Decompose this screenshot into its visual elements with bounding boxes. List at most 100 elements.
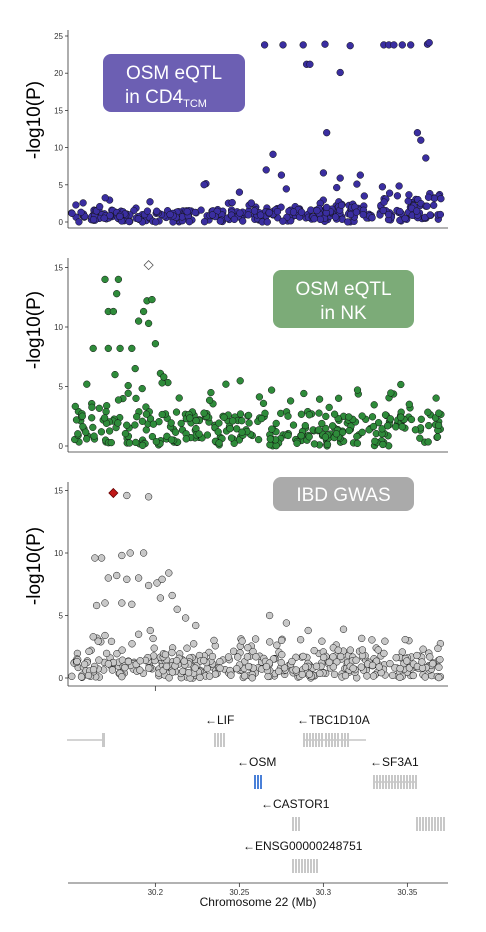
gene-exon <box>376 775 378 789</box>
snp-point <box>424 438 432 446</box>
snp-point <box>220 413 228 421</box>
data-point <box>89 344 97 353</box>
snp-point <box>82 428 90 436</box>
snp-point <box>224 653 233 661</box>
snp-point <box>167 419 175 427</box>
snp-point <box>277 636 286 645</box>
snp-point <box>266 638 274 646</box>
data-point <box>144 493 153 501</box>
data-point <box>277 171 286 179</box>
gene-exon <box>403 775 405 789</box>
snp-point <box>404 197 412 205</box>
snp-point <box>310 646 318 655</box>
data-point <box>113 290 121 298</box>
snp-point <box>172 408 181 416</box>
snp-point <box>143 207 152 215</box>
snp-point <box>289 421 298 429</box>
snp-point <box>300 389 308 398</box>
gene-exon <box>316 859 318 873</box>
gene-exon <box>400 775 402 789</box>
snp-point <box>363 672 371 680</box>
x-tick-label: 30.2 <box>148 888 164 897</box>
x-tick-label: 30.35 <box>397 888 418 897</box>
snp-point <box>352 208 361 216</box>
data-point <box>114 275 123 284</box>
snp-point <box>418 664 427 672</box>
snp-point <box>398 423 406 431</box>
gene-exon <box>260 775 262 789</box>
snp-point <box>403 657 411 665</box>
snp-point <box>203 664 211 673</box>
snp-point <box>344 218 352 226</box>
gene-exon <box>412 775 414 789</box>
snp-point <box>240 672 249 680</box>
snp-point <box>369 672 378 680</box>
badge-title: IBD GWAS <box>296 485 390 506</box>
gene-label: ←TBC1D10A <box>297 713 370 727</box>
y-tick-label: 15 <box>54 264 63 273</box>
snp-point <box>136 657 144 665</box>
snp-point <box>261 409 269 417</box>
snp-point <box>196 673 204 682</box>
data-point <box>181 614 190 622</box>
y-tick-label: 10 <box>54 323 63 332</box>
gene-exon <box>301 859 303 873</box>
data-point <box>148 295 156 304</box>
snp-point <box>325 658 333 666</box>
snp-point <box>113 650 121 658</box>
gene-exon <box>385 775 387 789</box>
y-axis-label: -log10(P) <box>24 527 45 605</box>
snp-point <box>243 653 252 661</box>
gene-exon <box>394 775 396 789</box>
snp-point <box>238 428 246 436</box>
snp-point <box>315 409 323 417</box>
snp-point <box>268 425 276 433</box>
snp-point <box>214 428 222 436</box>
snp-point <box>278 651 286 659</box>
y-tick-label: 15 <box>54 487 63 496</box>
gene-exon <box>391 775 393 789</box>
data-point <box>306 60 314 68</box>
data-point <box>299 41 307 49</box>
gene-exon <box>325 733 327 747</box>
snp-point <box>227 434 236 442</box>
y-tick-label: 5 <box>59 612 64 621</box>
data-point <box>91 554 99 562</box>
data-point <box>279 41 287 49</box>
data-point <box>111 370 119 379</box>
snp-point <box>227 671 235 679</box>
snp-point <box>417 415 425 423</box>
data-point <box>134 574 143 582</box>
snp-point <box>315 395 324 403</box>
snp-point <box>200 218 209 226</box>
snp-point <box>369 422 378 431</box>
snp-point <box>353 180 361 188</box>
snp-point <box>284 431 292 440</box>
snp-point <box>434 421 443 430</box>
gene-exon <box>337 733 339 747</box>
snp-point <box>264 672 272 681</box>
snp-point <box>331 213 340 221</box>
gene-exon <box>307 859 309 873</box>
gene-exon <box>382 775 384 789</box>
snp-point <box>332 430 341 438</box>
snp-point <box>321 433 330 441</box>
data-point <box>118 599 126 607</box>
gene-label: ←LIF <box>205 713 234 727</box>
snp-point <box>407 415 416 424</box>
snp-point <box>419 645 427 653</box>
lead-snp-diamond <box>108 487 119 499</box>
snp-point <box>280 664 289 672</box>
snp-point <box>380 198 388 206</box>
snp-point <box>95 656 103 664</box>
gene-exon <box>422 817 424 831</box>
snp-point <box>436 210 445 219</box>
y-axis-label: -log10(P) <box>24 291 45 369</box>
snp-point <box>245 419 253 427</box>
snp-point <box>236 209 244 217</box>
background-snp-cloud <box>67 180 445 226</box>
snp-point <box>386 415 395 423</box>
snp-point <box>413 651 421 660</box>
snp-point <box>396 664 404 673</box>
